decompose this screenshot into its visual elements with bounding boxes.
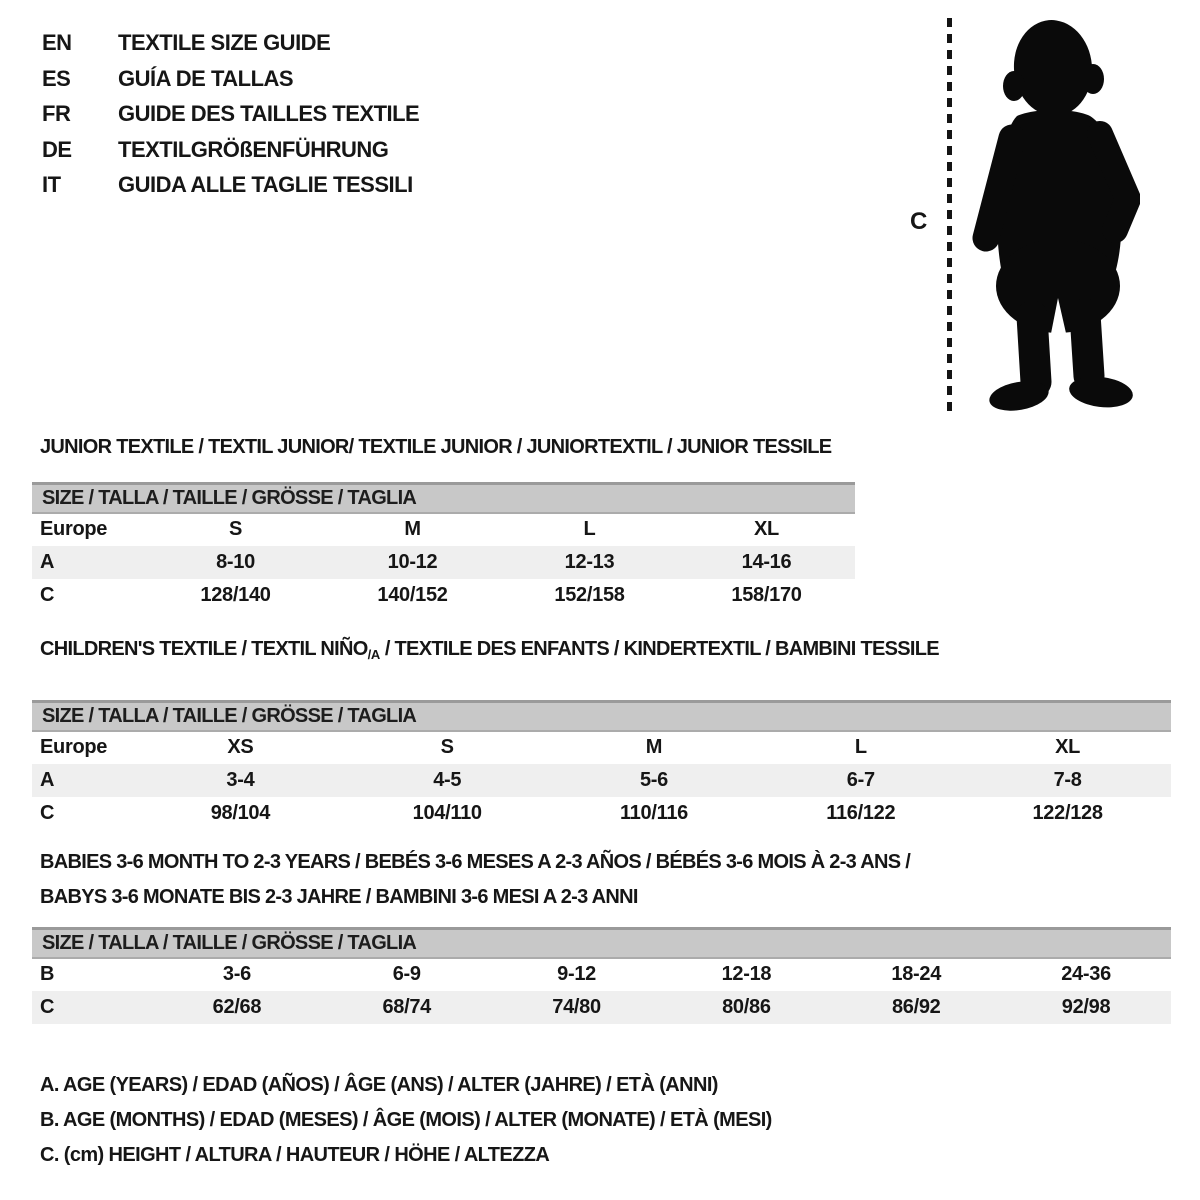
row-label: A xyxy=(32,545,147,579)
height-cell: 122/128 xyxy=(1032,801,1103,824)
size-cell: S xyxy=(440,736,454,758)
height-cell: 68/74 xyxy=(321,990,492,1024)
measurement-legend: A. AGE (YEARS) / EDAD (AÑOS) / ÂGE (ANS)… xyxy=(40,1074,772,1179)
table-row: A 8-10 10-12 12-13 14-16 xyxy=(32,545,855,579)
table-row: C 98/104 104/110 110/116 116/122 122/128 xyxy=(32,797,1171,830)
list-item: IT GUIDA ALLE TAGLIE TESSILI xyxy=(42,172,419,208)
size-cell: S xyxy=(228,518,243,540)
size-cell: XL xyxy=(754,518,779,540)
guide-title: GUIDA ALLE TAGLIE TESSILI xyxy=(118,172,413,197)
age-cell: 10-12 xyxy=(324,545,501,579)
age-cell: 5-6 xyxy=(550,763,758,797)
language-code: EN xyxy=(42,30,72,55)
height-cell: 158/170 xyxy=(731,583,802,606)
babies-title-line1: BABIES 3-6 MONTH TO 2-3 YEARS / BEBÉS 3-… xyxy=(40,851,911,873)
size-cell: L xyxy=(583,518,596,540)
age-cell: 18-24 xyxy=(891,963,942,985)
junior-section-title: JUNIOR TEXTILE / TEXTIL JUNIOR/ TEXTILE … xyxy=(40,436,832,458)
children-title-sub: /A xyxy=(367,647,381,662)
height-cell: 92/98 xyxy=(1001,990,1171,1024)
table-row: Europe XS S M L XL xyxy=(32,731,1171,764)
babies-title-line2: BABYS 3-6 MONATE BIS 2-3 JAHRE / BAMBINI… xyxy=(40,886,638,908)
toddler-silhouette-icon xyxy=(972,20,1140,411)
age-cell: 6-7 xyxy=(757,763,965,797)
age-cell: 3-6 xyxy=(222,963,251,985)
size-cell: M xyxy=(645,736,663,758)
height-measure-dashed-line xyxy=(947,18,952,415)
size-cell: L xyxy=(854,736,867,758)
language-code: FR xyxy=(42,101,71,126)
age-cell: 6-9 xyxy=(392,963,421,985)
row-label: C xyxy=(40,801,55,824)
age-cell: 12-13 xyxy=(501,545,678,579)
table-row: C 62/68 68/74 74/80 80/86 86/92 92/98 xyxy=(32,990,1171,1024)
row-label: Europe xyxy=(40,736,108,758)
list-item: ES GUÍA DE TALLAS xyxy=(42,66,419,102)
row-label: A xyxy=(32,763,137,797)
language-code: ES xyxy=(42,65,71,91)
legend-line-a: A. AGE (YEARS) / EDAD (AÑOS) / ÂGE (ANS)… xyxy=(40,1074,718,1096)
height-cell: 104/110 xyxy=(412,801,482,824)
children-title-post: / TEXTILE DES ENFANTS / KINDERTEXTIL / B… xyxy=(379,638,940,660)
junior-size-table: SIZE / TALLA / TAILLE / GRÖSSE / TAGLIA … xyxy=(32,482,855,612)
age-cell: 14-16 xyxy=(678,545,855,579)
table-row: C 128/140 140/152 152/158 158/170 xyxy=(32,579,855,612)
children-size-table: SIZE / TALLA / TAILLE / GRÖSSE / TAGLIA … xyxy=(32,700,1171,830)
age-cell: 9-12 xyxy=(557,963,596,985)
row-label: C xyxy=(40,583,55,606)
children-section-title: CHILDREN'S TEXTILE / TEXTIL NIÑO/A / TEX… xyxy=(40,638,940,662)
guide-title: GUÍA DE TALLAS xyxy=(118,65,294,91)
language-code: DE xyxy=(42,136,72,162)
age-cell: 24-36 xyxy=(1061,963,1111,985)
list-item: FR GUIDE DES TAILLES TEXTILE xyxy=(42,101,420,137)
height-cell: 74/80 xyxy=(491,990,662,1024)
table-row: Europe S M L XL xyxy=(32,513,855,546)
age-cell: 4-5 xyxy=(343,763,551,797)
height-cell: 86/92 xyxy=(831,990,1002,1024)
size-header-bar: SIZE / TALLA / TAILLE / GRÖSSE / TAGLIA xyxy=(32,700,1171,732)
height-cell: 152/158 xyxy=(554,583,625,606)
list-item: DE TEXTILGRÖßENFÜHRUNG xyxy=(42,137,419,173)
size-cell: XS xyxy=(227,736,254,758)
height-cell: 98/104 xyxy=(210,801,271,824)
age-cell: 3-4 xyxy=(137,763,344,797)
size-cell: M xyxy=(404,518,421,540)
guide-title: GUIDE DES TAILLES TEXTILE xyxy=(118,101,420,126)
height-cell: 116/122 xyxy=(826,801,896,824)
language-code: IT xyxy=(42,172,61,197)
legend-line-c: C. (cm) HEIGHT / ALTURA / HAUTEUR / HÖHE… xyxy=(40,1144,550,1166)
table-row: A 3-4 4-5 5-6 6-7 7-8 xyxy=(32,763,1171,797)
row-label: B xyxy=(40,963,55,985)
babies-section-title: BABIES 3-6 MONTH TO 2-3 YEARS / BEBÉS 3-… xyxy=(40,845,911,915)
list-item: EN TEXTILE SIZE GUIDE xyxy=(42,30,419,66)
guide-title: TEXTILGRÖßENFÜHRUNG xyxy=(118,136,389,162)
height-cell: 80/86 xyxy=(661,990,832,1024)
children-title-pre: CHILDREN'S TEXTILE / TEXTIL NIÑO xyxy=(40,638,368,660)
size-cell: XL xyxy=(1055,736,1081,758)
height-cell: 110/116 xyxy=(619,801,688,824)
language-title-list: EN TEXTILE SIZE GUIDE ES GUÍA DE TALLAS … xyxy=(42,30,420,208)
age-cell: 8-10 xyxy=(147,545,324,579)
height-cell: 140/152 xyxy=(377,583,448,606)
height-cell: 62/68 xyxy=(152,990,322,1024)
size-header-bar: SIZE / TALLA / TAILLE / GRÖSSE / TAGLIA xyxy=(32,927,1171,959)
legend-line-b: B. AGE (MONTHS) / EDAD (MESES) / ÂGE (MO… xyxy=(40,1109,772,1131)
table-row: B 3-6 6-9 9-12 12-18 18-24 24-36 xyxy=(32,958,1171,991)
row-label: Europe xyxy=(40,518,108,540)
babies-size-table: SIZE / TALLA / TAILLE / GRÖSSE / TAGLIA … xyxy=(32,927,1171,1024)
height-cell: 128/140 xyxy=(200,583,271,606)
size-header-bar: SIZE / TALLA / TAILLE / GRÖSSE / TAGLIA xyxy=(32,482,855,514)
age-cell: 12-18 xyxy=(721,963,772,985)
guide-title: TEXTILE SIZE GUIDE xyxy=(118,30,331,55)
row-label: C xyxy=(32,990,152,1024)
age-cell: 7-8 xyxy=(964,763,1171,797)
height-measure-label: C xyxy=(910,208,928,235)
